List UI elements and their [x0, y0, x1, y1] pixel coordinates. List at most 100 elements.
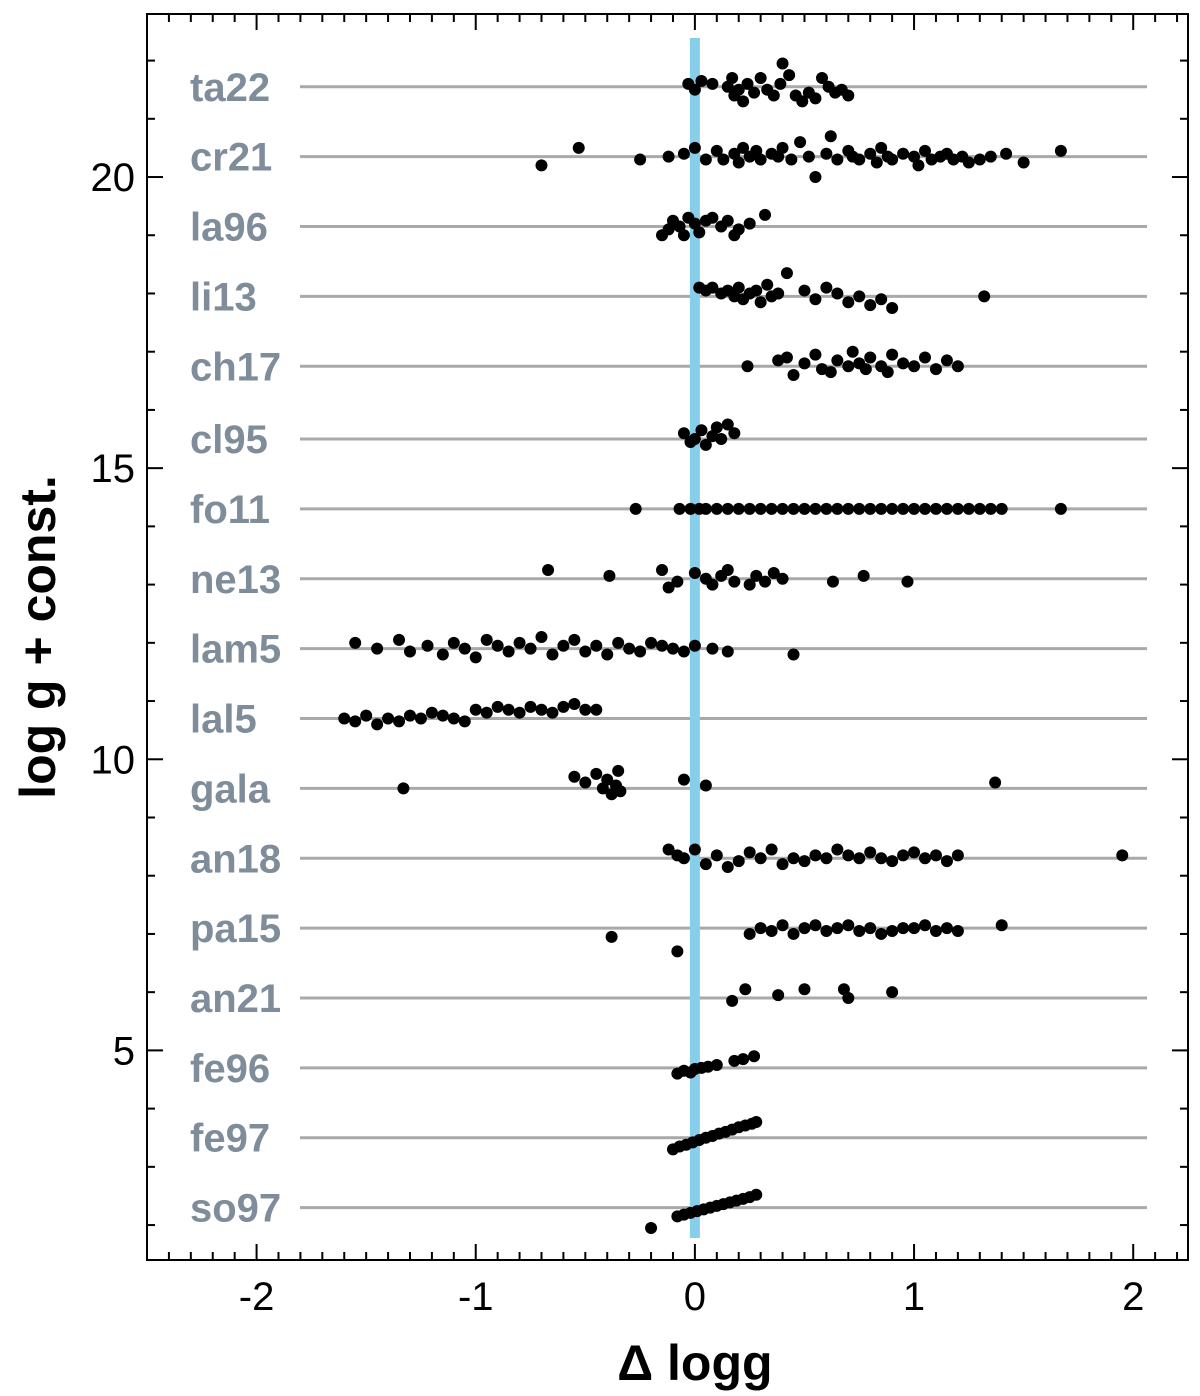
point-an18-9	[754, 852, 767, 865]
point-lam5-7	[458, 642, 471, 655]
point-lam5-18	[579, 645, 592, 658]
point-an18-11	[776, 858, 789, 871]
point-fo11-12	[787, 502, 800, 515]
point-lal5-3	[371, 718, 384, 731]
point-lal5-8	[425, 706, 438, 719]
point-ta22-7	[732, 83, 745, 96]
point-cr21-28	[864, 147, 877, 160]
point-fo11-8	[743, 502, 756, 515]
point-lal5-16	[513, 706, 526, 719]
point-lam5-24	[645, 636, 658, 649]
point-ta22-25	[842, 89, 855, 102]
row-label-gala: gala	[190, 767, 271, 811]
data-points	[338, 57, 1129, 1234]
point-ch17-21	[940, 354, 953, 367]
x-tick-label: 1	[903, 1275, 925, 1319]
point-an18-14	[809, 849, 822, 862]
point-lam5-5	[436, 648, 449, 661]
point-ne13-5	[688, 566, 701, 579]
point-li13-2	[706, 281, 719, 294]
point-pa15-13	[864, 922, 877, 935]
row-label-so97: so97	[190, 1187, 281, 1231]
point-lam5-23	[634, 645, 647, 658]
point-an21-0	[726, 994, 739, 1007]
point-ch17-22	[951, 360, 964, 373]
point-pa15-5	[776, 919, 789, 932]
point-ne13-3	[662, 581, 675, 594]
point-ch17-4	[798, 357, 811, 370]
point-lam5-10	[491, 639, 504, 652]
point-cr21-7	[710, 144, 723, 157]
point-lam5-29	[706, 642, 719, 655]
point-lal5-22	[579, 703, 592, 716]
point-fe96-9	[748, 1050, 761, 1063]
y-tick-label: 15	[91, 447, 136, 491]
point-fo11-13	[798, 502, 811, 515]
point-fo11-32	[1054, 502, 1067, 515]
point-lam5-6	[447, 636, 460, 649]
point-fe96-6	[710, 1058, 723, 1071]
row-label-fe97: fe97	[190, 1117, 270, 1161]
point-ne13-9	[721, 564, 734, 577]
point-an21-2	[772, 989, 785, 1002]
point-an18-17	[842, 849, 855, 862]
point-li13-17	[820, 281, 833, 294]
point-lam5-28	[688, 639, 701, 652]
point-cr21-23	[824, 130, 837, 143]
point-lam5-26	[666, 642, 679, 655]
point-fe96-8	[737, 1053, 750, 1066]
point-cr21-24	[831, 153, 844, 166]
point-cr21-20	[802, 150, 815, 163]
point-an18-13	[798, 855, 811, 868]
point-ta22-10	[748, 86, 761, 99]
point-an18-4	[699, 858, 712, 871]
point-ne13-13	[759, 575, 772, 588]
point-cr21-4	[677, 147, 690, 160]
row-label-an21: an21	[190, 977, 281, 1021]
point-cr21-0	[535, 159, 548, 172]
point-gala-12	[989, 776, 1002, 789]
point-cr21-45	[1000, 147, 1013, 160]
point-lal5-5	[393, 715, 406, 728]
point-an18-28	[1116, 849, 1129, 862]
point-fo11-30	[984, 502, 997, 515]
point-pa15-17	[908, 922, 921, 935]
point-cr21-14	[754, 153, 767, 166]
point-la96-4	[677, 229, 690, 242]
point-lal5-21	[568, 697, 581, 710]
x-tick-labels: -2 -1 0 1 2	[239, 1275, 1145, 1319]
point-fo11-23	[908, 502, 921, 515]
row-label-an18: an18	[190, 837, 281, 881]
point-ch17-16	[886, 348, 899, 361]
point-ta22-3	[706, 77, 719, 90]
point-ta22-5	[726, 72, 739, 85]
point-ch17-20	[929, 363, 942, 376]
point-lam5-9	[480, 633, 493, 646]
point-li13-23	[886, 302, 899, 315]
point-lam5-19	[590, 639, 603, 652]
point-ne13-11	[743, 578, 756, 591]
point-lal5-7	[414, 712, 427, 725]
point-li13-18	[831, 287, 844, 300]
point-pa15-4	[765, 925, 778, 938]
point-fo11-19	[864, 502, 877, 515]
point-cr21-29	[870, 156, 883, 169]
point-gala-8	[612, 764, 625, 777]
point-lal5-0	[338, 712, 351, 725]
point-fo11-31	[995, 502, 1008, 515]
point-li13-11	[761, 278, 774, 291]
point-ch17-3	[787, 368, 800, 381]
point-gala-5	[601, 773, 614, 786]
point-fo11-28	[962, 502, 975, 515]
point-fo11-2	[684, 502, 697, 515]
point-ta22-8	[737, 95, 750, 108]
point-fo11-7	[732, 502, 745, 515]
point-lal5-13	[480, 706, 493, 719]
point-ch17-0	[741, 360, 754, 373]
point-li13-9	[750, 284, 763, 297]
point-an18-16	[831, 843, 844, 856]
point-an18-25	[929, 849, 942, 862]
point-an18-10	[765, 843, 778, 856]
point-lal5-1	[349, 715, 362, 728]
point-li13-16	[809, 293, 822, 306]
